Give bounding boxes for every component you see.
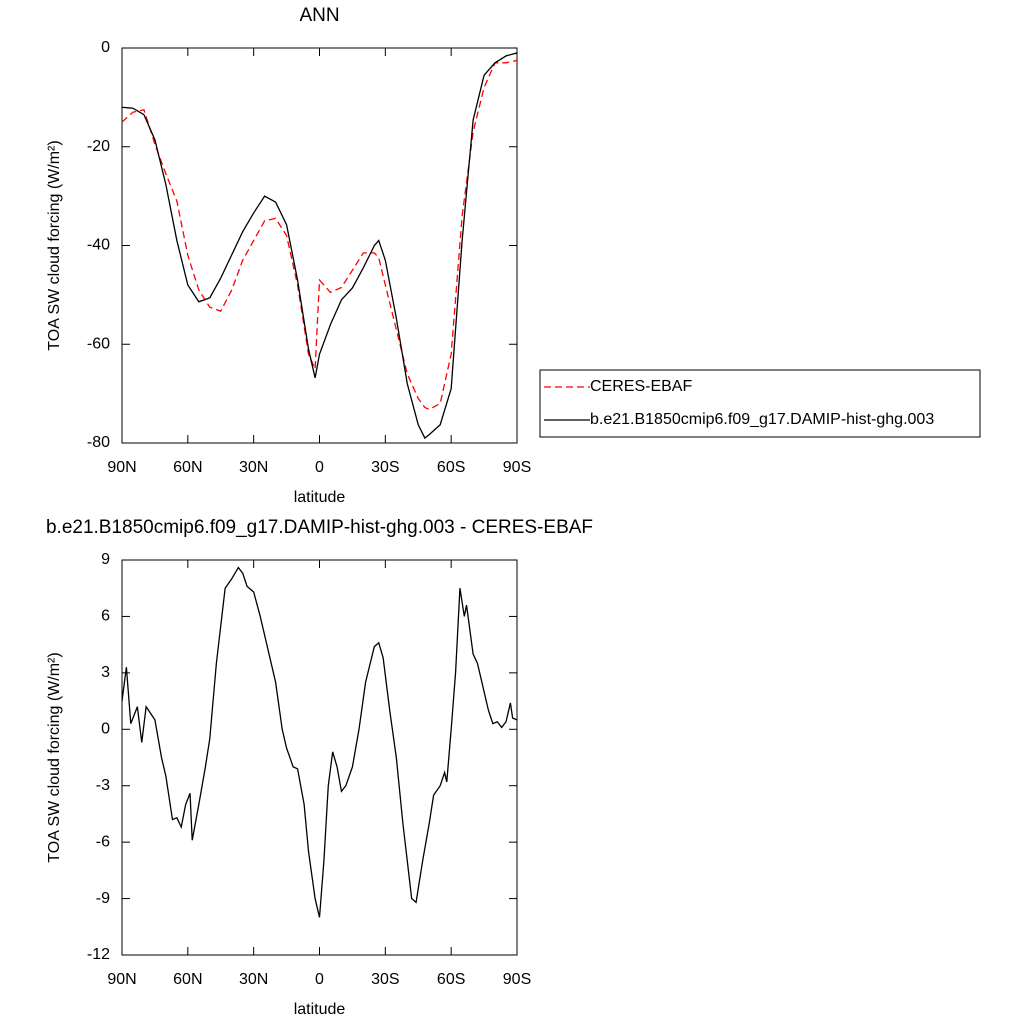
- y-tick-label: 9: [101, 551, 110, 568]
- y-axis-label: TOA SW cloud forcing (W/m²): [46, 140, 63, 350]
- x-tick-label: 30N: [239, 971, 268, 988]
- legend-box: [539, 369, 981, 438]
- data-line: [121, 566, 518, 918]
- chart-title: ANN: [299, 5, 339, 26]
- x-tick-label: 90S: [503, 459, 531, 476]
- x-tick-label: 30N: [239, 459, 268, 476]
- x-tick-label: 90S: [503, 971, 531, 988]
- y-axis-label: TOA SW cloud forcing (W/m²): [46, 652, 63, 862]
- data-line: [121, 59, 518, 411]
- x-tick-label: 30S: [371, 971, 399, 988]
- data-line: [121, 52, 518, 440]
- x-tick-label: 90N: [107, 971, 136, 988]
- chart-title: b.e21.B1850cmip6.f09_g17.DAMIP-hist-ghg.…: [46, 517, 593, 538]
- x-tick-label: 60N: [173, 971, 202, 988]
- x-tick-label: 60S: [437, 971, 465, 988]
- x-tick-label: 0: [315, 971, 324, 988]
- y-tick-label: -40: [87, 237, 110, 254]
- y-tick-label: 0: [101, 39, 110, 56]
- y-tick-label: -6: [96, 833, 110, 850]
- plot-frame: [121, 47, 518, 444]
- y-tick-label: 0: [101, 721, 110, 738]
- y-tick-label: -12: [87, 946, 110, 963]
- x-tick-label: 30S: [371, 459, 399, 476]
- y-tick-label: 6: [101, 608, 110, 625]
- x-axis-label: latitude: [294, 1001, 346, 1018]
- x-tick-label: 0: [315, 459, 324, 476]
- y-tick-label: 3: [101, 664, 110, 681]
- legend-label: CERES-EBAF: [590, 378, 692, 395]
- x-tick-label: 60S: [437, 459, 465, 476]
- y-tick-label: -3: [96, 777, 110, 794]
- legend-label: b.e21.B1850cmip6.f09_g17.DAMIP-hist-ghg.…: [590, 411, 934, 428]
- y-tick-label: -20: [87, 138, 110, 155]
- y-tick-label: -80: [87, 434, 110, 451]
- y-tick-label: -60: [87, 335, 110, 352]
- x-tick-label: 60N: [173, 459, 202, 476]
- y-tick-label: -9: [96, 890, 110, 907]
- x-axis-label: latitude: [294, 489, 346, 506]
- x-tick-label: 90N: [107, 459, 136, 476]
